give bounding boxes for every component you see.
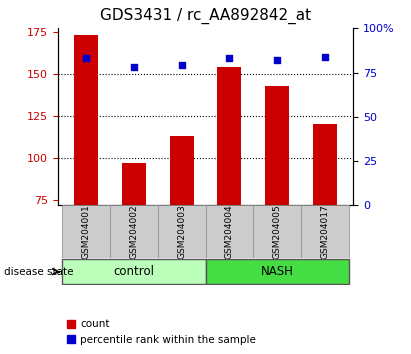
Bar: [110, 205, 158, 258]
Bar: [217, 67, 241, 205]
Text: GSM204003: GSM204003: [177, 205, 186, 259]
Bar: [62, 259, 206, 285]
Text: GSM204001: GSM204001: [82, 205, 91, 259]
Bar: [62, 205, 110, 258]
Title: GDS3431 / rc_AA892842_at: GDS3431 / rc_AA892842_at: [100, 8, 311, 24]
Point: [131, 64, 137, 70]
Text: GSM204002: GSM204002: [129, 205, 139, 259]
Point: [226, 56, 233, 61]
Text: disease state: disease state: [4, 267, 74, 277]
Text: GSM204004: GSM204004: [225, 205, 234, 259]
Text: NASH: NASH: [261, 265, 293, 278]
Text: GSM204017: GSM204017: [320, 205, 329, 259]
Bar: [301, 205, 349, 258]
Point: [321, 54, 328, 59]
Point: [178, 63, 185, 68]
Bar: [158, 205, 206, 258]
Bar: [170, 136, 194, 205]
Bar: [313, 124, 337, 205]
Point: [83, 56, 90, 61]
Bar: [206, 259, 349, 285]
Bar: [74, 35, 98, 205]
Legend: count, percentile rank within the sample: count, percentile rank within the sample: [63, 315, 261, 349]
Text: control: control: [113, 265, 155, 278]
Bar: [122, 163, 146, 205]
Text: GSM204005: GSM204005: [272, 205, 282, 259]
Bar: [265, 86, 289, 205]
Point: [274, 57, 280, 63]
Bar: [253, 205, 301, 258]
Bar: [206, 205, 253, 258]
